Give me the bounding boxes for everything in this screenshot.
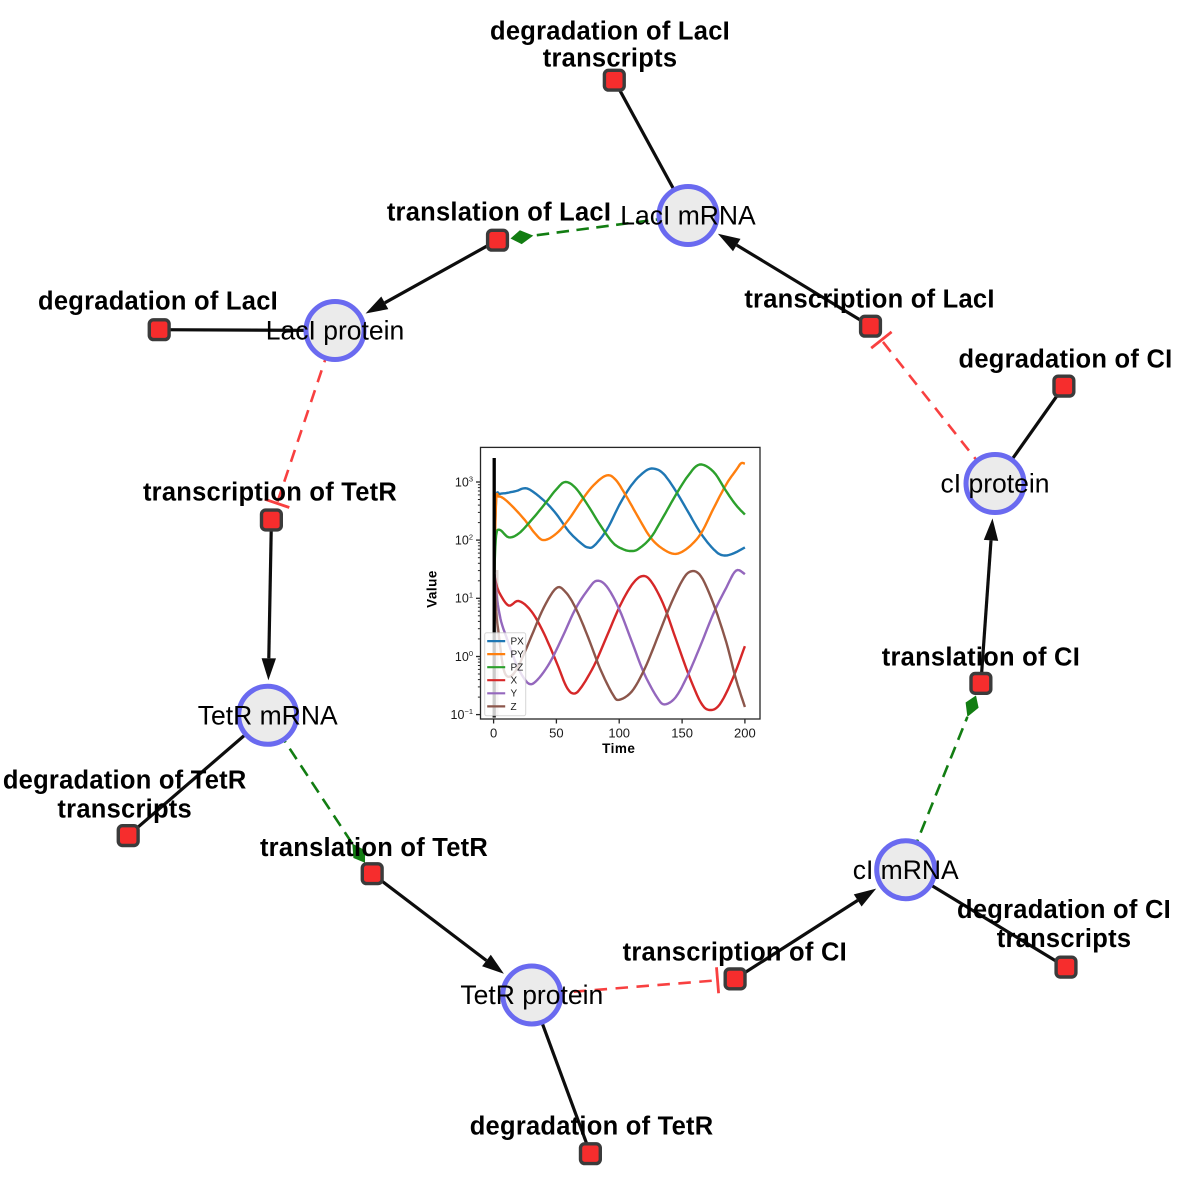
svg-text:TetR protein: TetR protein [460,980,603,1010]
svg-text:degradation of TetR: degradation of TetR [470,1112,714,1140]
svg-text:200: 200 [734,726,756,741]
svg-text:degradation of CI: degradation of CI [957,896,1171,924]
svg-text:Time: Time [602,741,635,756]
svg-text:0: 0 [490,726,497,741]
svg-text:translation of TetR: translation of TetR [260,834,488,862]
svg-text:100: 100 [608,726,630,741]
svg-text:transcription of LacI: transcription of LacI [744,286,994,314]
svg-text:transcripts: transcripts [543,45,678,73]
svg-text:150: 150 [671,726,693,741]
svg-text:102: 102 [455,532,473,547]
svg-text:Value: Value [425,570,440,608]
svg-text:Y: Y [511,689,518,700]
svg-text:degradation of LacI: degradation of LacI [490,18,730,46]
svg-text:LacI mRNA: LacI mRNA [620,201,756,231]
svg-text:transcription of TetR: transcription of TetR [143,478,397,506]
svg-text:cI mRNA: cI mRNA [853,855,959,885]
svg-text:PX: PX [511,637,525,648]
svg-text:cI protein: cI protein [940,469,1049,499]
svg-text:transcripts: transcripts [997,925,1132,953]
svg-text:PY: PY [511,650,525,661]
svg-text:50: 50 [549,726,563,741]
svg-text:translation of LacI: translation of LacI [387,199,611,227]
svg-text:translation of CI: translation of CI [882,644,1080,672]
svg-text:degradation of CI: degradation of CI [959,346,1173,374]
svg-text:X: X [511,676,518,687]
svg-text:transcription of CI: transcription of CI [623,939,847,967]
svg-text:101: 101 [455,591,473,606]
svg-text:transcripts: transcripts [57,796,192,824]
svg-text:LacI protein: LacI protein [266,316,404,346]
svg-text:Z: Z [511,702,517,713]
svg-text:TetR mRNA: TetR mRNA [198,701,338,731]
svg-text:103: 103 [455,474,473,489]
svg-text:degradation of TetR: degradation of TetR [3,766,247,794]
svg-text:PZ: PZ [511,663,524,674]
svg-text:100: 100 [455,649,473,664]
svg-text:degradation of LacI: degradation of LacI [38,288,278,316]
